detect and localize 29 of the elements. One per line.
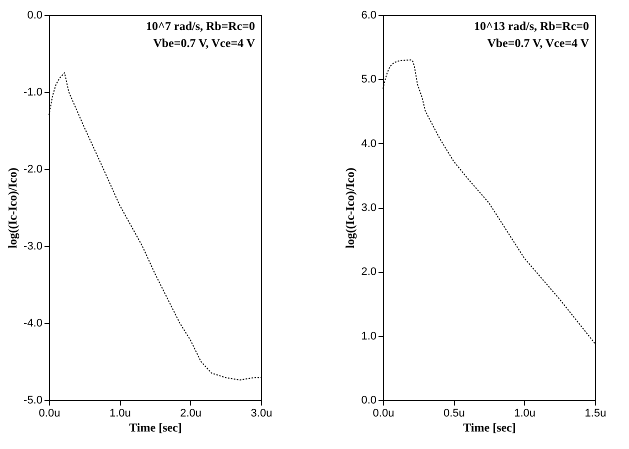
y-tick-label: 4.0 xyxy=(361,138,376,150)
y-tick-label: 0.0 xyxy=(361,394,376,406)
annotation: Vbe=0.7 V, Vce=4 V xyxy=(487,36,590,50)
x-tick-label: 3.0u xyxy=(250,408,272,420)
x-axis-title: Time [sec] xyxy=(463,420,516,434)
y-tick-label: 6.0 xyxy=(361,10,376,22)
annotation: 10^13 rad/s, Rb=Rc=0 xyxy=(474,19,589,33)
y-tick-label: 3.0 xyxy=(361,202,376,214)
y-axis-title: log((Ic-Ico)/Ico) xyxy=(6,168,20,248)
y-tick-label: -5.0 xyxy=(24,394,42,406)
y-tick-label: 2.0 xyxy=(361,266,376,278)
y-tick-label: -1.0 xyxy=(24,86,42,98)
x-tick-label: 1.0u xyxy=(514,408,536,420)
x-tick-label: 1.5u xyxy=(584,408,606,420)
x-tick-label: 1.0u xyxy=(109,408,131,420)
y-tick-label: -3.0 xyxy=(24,240,42,252)
x-tick-label: 0.5u xyxy=(443,408,465,420)
annotation: 10^7 rad/s, Rb=Rc=0 xyxy=(146,19,255,33)
y-tick-label: -4.0 xyxy=(24,318,42,330)
annotation: Vbe=0.7 V, Vce=4 V xyxy=(153,36,256,50)
x-axis-title: Time [sec] xyxy=(129,420,182,434)
x-tick-label: 2.0u xyxy=(180,408,202,420)
y-tick-label: 1.0 xyxy=(361,330,376,342)
y-tick-label: 5.0 xyxy=(361,74,376,86)
y-tick-label: -2.0 xyxy=(24,164,42,176)
x-tick-label: 0.0u xyxy=(38,408,60,420)
y-tick-label: 0.0 xyxy=(27,10,42,22)
y-axis-title: log((Ic-Ico)/Ico) xyxy=(343,168,358,248)
x-tick-label: 0.0u xyxy=(372,408,394,420)
